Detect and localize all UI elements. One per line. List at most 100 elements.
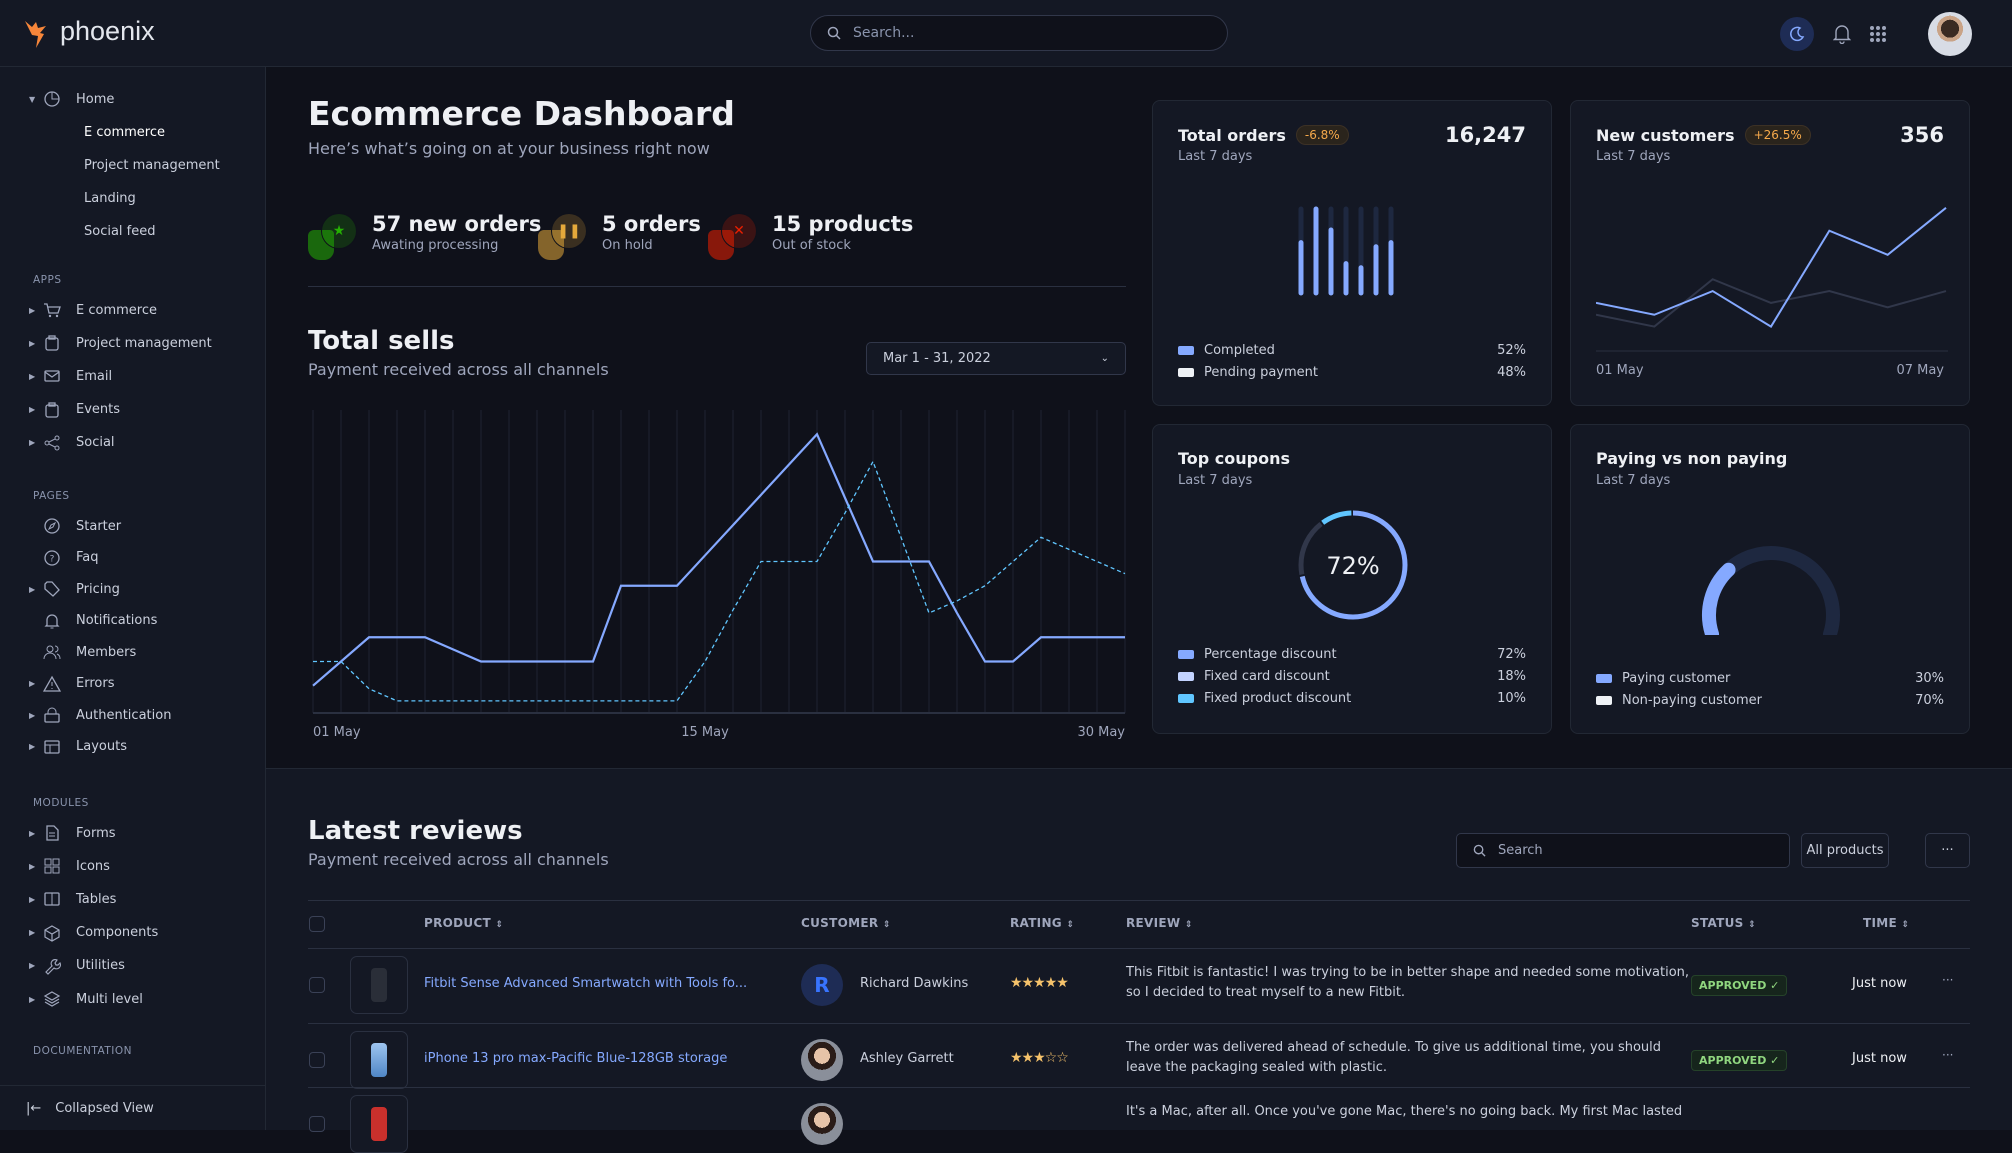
legend-label: Pending payment	[1204, 365, 1319, 380]
icon-wrap	[43, 738, 61, 756]
sidebar-item-tables[interactable]: ▶ Tables	[0, 885, 266, 913]
users-icon	[43, 645, 61, 660]
product-thumbnail[interactable]	[350, 1031, 408, 1089]
legend-swatch	[1178, 694, 1194, 703]
sidebar-item-project-management[interactable]: ▶ Project management	[0, 329, 266, 357]
clipboard-icon	[45, 401, 59, 418]
sidebar-subitem[interactable]: Project management	[84, 158, 220, 173]
collapse-sidebar-button[interactable]: |← Collapsed View	[0, 1085, 266, 1130]
icon-wrap	[43, 706, 61, 724]
select-all-checkbox[interactable]	[309, 916, 325, 932]
clipboard-icon	[45, 335, 59, 351]
more-options-button[interactable]: ···	[1925, 833, 1970, 868]
row-checkbox[interactable]	[309, 1052, 325, 1068]
apps-menu-button[interactable]	[1861, 17, 1895, 51]
column-header-rating[interactable]: RATING ⇕	[1010, 916, 1074, 930]
reviews-search-input[interactable]	[1498, 843, 1778, 858]
sidebar-subitem[interactable]: E commerce	[84, 125, 165, 140]
stat-value: 57 new orders	[372, 212, 542, 236]
sidebar-item-utilities[interactable]: ▶ Utilities	[0, 952, 266, 980]
sidebar	[0, 67, 266, 1130]
legend-value: 70%	[1915, 693, 1944, 708]
compass-icon	[44, 518, 60, 534]
sidebar-item-notifications[interactable]: Notifications	[0, 607, 266, 635]
row-checkbox[interactable]	[309, 977, 325, 993]
column-label: TIME	[1863, 916, 1897, 930]
column-header-review[interactable]: REVIEW ⇕	[1126, 916, 1193, 930]
sidebar-item-authentication[interactable]: ▶ Authentication	[0, 701, 266, 729]
all-products-button[interactable]: All products	[1801, 833, 1889, 868]
column-header-time[interactable]: TIME ⇕	[1863, 916, 1909, 930]
sidebar-item-label: Utilities	[76, 958, 125, 974]
stat-text: 5 orders On hold	[602, 212, 701, 253]
row-actions-button[interactable]: ···	[1942, 973, 1954, 987]
icon-wrap	[43, 301, 61, 319]
sidebar-subitem[interactable]: Landing	[84, 191, 136, 206]
product-thumbnail[interactable]	[350, 956, 408, 1014]
date-range-select[interactable]: Mar 1 - 31, 2022 ⌄	[866, 342, 1126, 375]
stat-shape	[708, 230, 734, 260]
sidebar-item-label: Errors	[76, 676, 115, 691]
grid-icon	[44, 858, 60, 874]
card-title: New customers	[1596, 125, 1735, 145]
sidebar-item-icons[interactable]: ▶ Icons	[0, 852, 266, 880]
sidebar-item-faq[interactable]: ? Faq	[0, 544, 266, 572]
stat-2: ✕ 15 products Out of stock	[708, 212, 913, 262]
layout-icon	[44, 739, 60, 754]
legend-value: 48%	[1497, 365, 1526, 380]
sidebar-item-social[interactable]: ▶ Social	[0, 429, 266, 457]
sidebar-item-members[interactable]: Members	[0, 638, 266, 666]
customer-avatar: R	[801, 964, 843, 1006]
tag-icon	[44, 581, 60, 597]
sidebar-item-label: Authentication	[76, 707, 172, 723]
column-header-status[interactable]: STATUS ⇕	[1691, 916, 1756, 930]
collapse-icon: |←	[26, 1100, 42, 1116]
column-header-customer[interactable]: CUSTOMER ⇕	[801, 916, 891, 930]
card-title: Top coupons	[1178, 449, 1291, 468]
x-tick-label: 01 May	[313, 725, 361, 740]
row-actions-button[interactable]: ···	[1942, 1048, 1954, 1062]
sort-icon: ⇕	[1066, 920, 1075, 930]
caret-right-icon: ▶	[29, 438, 36, 448]
customer-name[interactable]: Richard Dawkins	[860, 976, 969, 991]
donut-slice	[1298, 510, 1408, 620]
sidebar-item-pricing[interactable]: ▶ Pricing	[0, 575, 266, 603]
icon-wrap	[43, 334, 61, 352]
theme-toggle-button[interactable]	[1780, 17, 1814, 51]
product-link[interactable]: iPhone 13 pro max-Pacific Blue-128GB sto…	[424, 1051, 728, 1066]
stat-badge: ★	[308, 212, 358, 262]
search-input[interactable]	[853, 25, 1193, 41]
card-subtitle: Last 7 days	[1178, 149, 1253, 164]
sidebar-item-email[interactable]: ▶ Email	[0, 362, 266, 390]
review-text: The order was delivered ahead of schedul…	[1126, 1040, 1662, 1055]
sidebar-item-label: Starter	[76, 518, 122, 534]
package-icon	[44, 924, 60, 942]
user-avatar[interactable]	[1928, 12, 1972, 56]
app-logo[interactable]: phoenix	[60, 16, 155, 46]
stat-0: ★ 57 new orders Awating processing	[308, 212, 541, 262]
sidebar-item-label: Notifications	[76, 613, 158, 628]
notifications-button[interactable]	[1825, 17, 1859, 51]
customer-name[interactable]: Ashley Garrett	[860, 1051, 954, 1066]
sidebar-item-layouts[interactable]: ▶ Layouts	[0, 733, 266, 761]
product-link[interactable]: Fitbit Sense Advanced Smartwatch with To…	[424, 976, 748, 991]
avatar-initial: R	[814, 973, 830, 997]
stat-shape	[308, 230, 334, 260]
column-header-product[interactable]: PRODUCT ⇕	[424, 916, 503, 930]
sidebar-item-events[interactable]: ▶ Events	[0, 396, 266, 424]
product-thumbnail[interactable]	[350, 1095, 408, 1153]
sidebar-item-components[interactable]: ▶ Components	[0, 919, 266, 947]
sidebar-item-e-commerce[interactable]: ▶ E commerce	[0, 296, 266, 324]
legend-label: Fixed card discount	[1204, 669, 1330, 684]
sidebar-subitem[interactable]: Social feed	[84, 224, 156, 239]
global-search[interactable]	[810, 15, 1228, 51]
file-icon	[46, 825, 59, 841]
sidebar-item-starter[interactable]: Starter	[0, 512, 266, 540]
sidebar-item-multi-level[interactable]: ▶ Multi level	[0, 985, 266, 1013]
sidebar-item-forms[interactable]: ▶ Forms	[0, 819, 266, 847]
sidebar-item-home[interactable]: ▼ Home	[0, 85, 266, 113]
x-tick-label: 30 May	[1077, 725, 1125, 740]
sidebar-item-errors[interactable]: ▶ Errors	[0, 670, 266, 698]
reviews-search[interactable]	[1456, 833, 1790, 868]
caret-right-icon: ▶	[29, 994, 36, 1004]
